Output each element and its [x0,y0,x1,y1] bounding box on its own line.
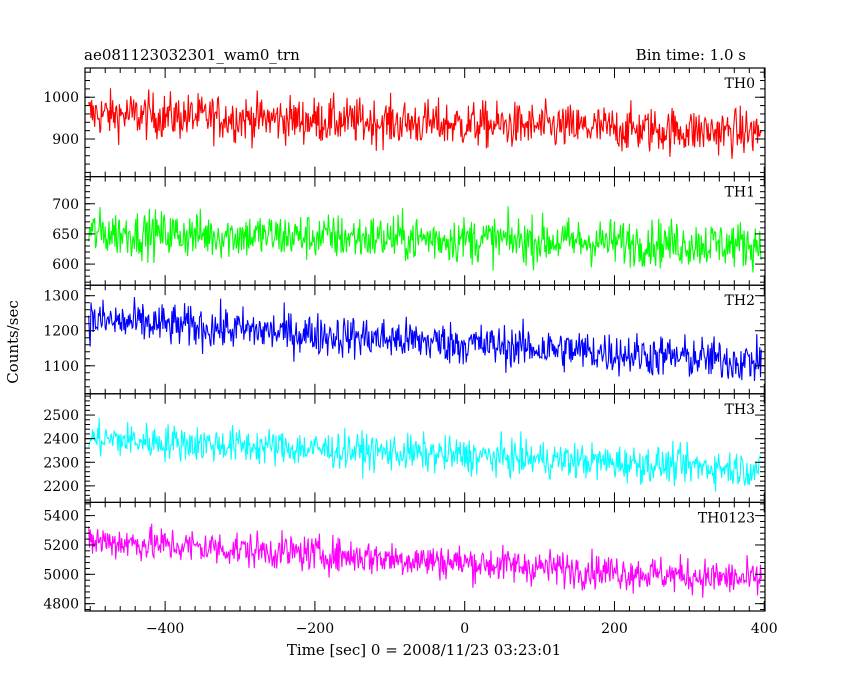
panel-label-th1: TH1 [725,185,755,201]
series-line-th1 [88,206,762,273]
panel-th2: 1100 1200 1300 TH2 [43,284,766,395]
series-line-th0 [88,88,762,159]
x-tick-label: 200 [601,621,628,637]
x-tick-label: −200 [296,621,334,637]
y-tick-label: 2400 [43,432,79,448]
panel-th0123: 4800 5000 5200 5400 TH0123 [43,501,766,613]
y-tick-label: 5400 [43,509,79,525]
y-tick-label: 1300 [43,289,79,305]
y-tick-label: 1200 [43,324,79,340]
bin-time-label: Bin time: 1.0 s [636,46,746,64]
panel-th1: 600 650 700 TH1 [52,176,766,286]
y-tick-label: 5200 [43,538,79,554]
y-tick-label: 1000 [43,90,79,106]
series-line-th0123 [88,523,762,598]
y-tick-label: 2300 [43,455,79,471]
y-axis-label: Counts/sec [4,300,22,384]
x-tick-label: 400 [751,621,778,637]
panels-group: 900 1000 TH0 600 650 700 TH1 1100 1200 1300 TH2 220… [43,67,778,637]
panel-th3: 2200 2300 2400 2500 TH3 [43,393,766,503]
x-tick-label: −400 [146,621,184,637]
chart-title: ae081123032301_wam0_trn [84,46,300,64]
y-tick-label: 700 [52,197,79,213]
series-line-th2 [88,296,762,382]
y-tick-label: 2200 [43,479,79,495]
y-tick-label: 1100 [43,359,79,375]
y-tick-label: 600 [52,257,79,273]
series-line-th3 [88,417,762,492]
y-tick-label: 650 [52,227,79,243]
x-axis-label: Time [sec] 0 = 2008/11/23 03:23:01 [287,641,561,659]
panel-label-th2: TH2 [725,293,755,309]
y-tick-label: 5000 [43,567,79,583]
x-tick-label: 0 [460,621,469,637]
panel-label-th0123: TH0123 [698,510,755,526]
panel-label-th3: TH3 [725,402,755,418]
panel-frame [84,501,766,612]
panel-label-th0: TH0 [725,76,755,92]
y-tick-label: 2500 [43,408,79,424]
panel-th0: 900 1000 TH0 [43,67,766,178]
y-tick-label: 900 [52,132,79,148]
y-tick-label: 4800 [43,597,79,613]
